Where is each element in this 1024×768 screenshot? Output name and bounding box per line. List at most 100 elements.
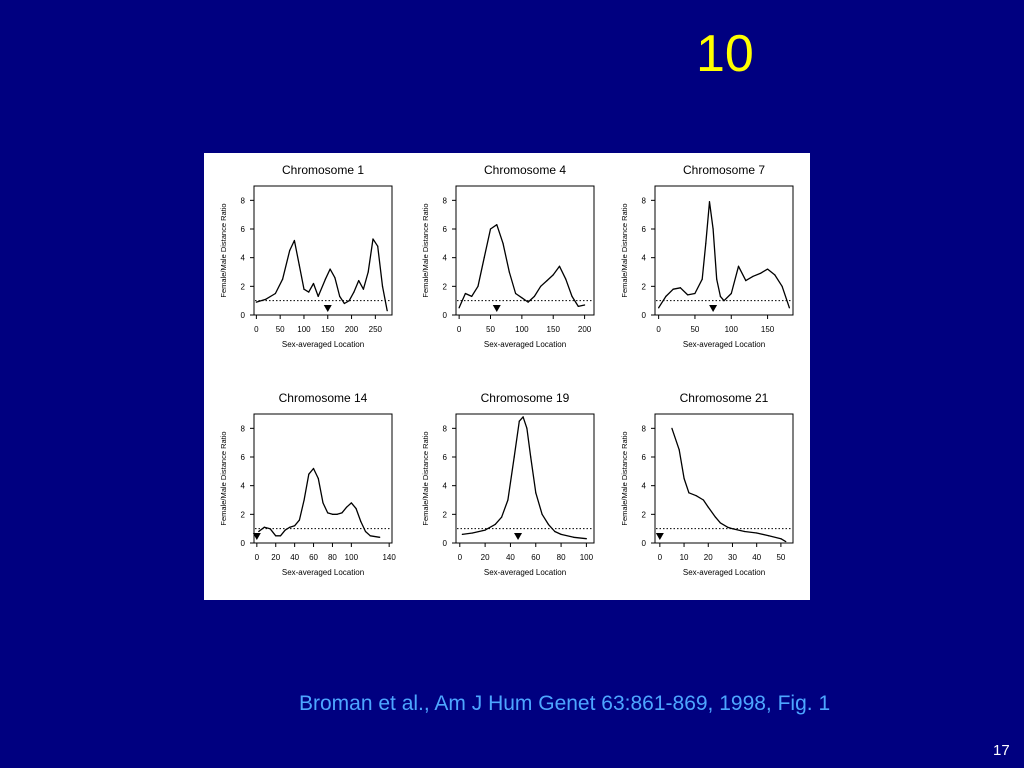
data-point [312, 282, 315, 285]
data-point [701, 278, 703, 280]
y-tick-label: 0 [241, 539, 246, 548]
data-point [329, 268, 331, 270]
plot-frame [654, 413, 794, 544]
centromere-marker [252, 533, 261, 540]
chart-panel-3: Chromosome 7 0 2 4 6 8 0 50 100 150 Sex-averaged L… [620, 163, 794, 349]
data-point [339, 295, 341, 297]
data-point [708, 201, 711, 203]
y-axis-label: Female/Male Distance Ratio [421, 431, 430, 525]
data-curve [658, 201, 791, 309]
data-point [461, 533, 463, 535]
data-point [507, 499, 509, 501]
y-tick-label: 0 [241, 311, 246, 320]
data-point [317, 477, 319, 480]
x-tick-label: 100 [515, 325, 529, 334]
data-point [540, 285, 542, 287]
data-point [360, 520, 362, 523]
data-point [324, 278, 326, 280]
data-point [471, 532, 474, 534]
data-point [346, 506, 348, 508]
x-tick-label: 50 [276, 325, 285, 334]
plot-frame [253, 413, 393, 544]
x-tick-label: 150 [321, 325, 335, 334]
data-point [484, 529, 486, 531]
data-point [308, 473, 310, 475]
data-point [364, 530, 367, 533]
x-tick-label: 100 [345, 553, 359, 562]
y-tick-label: 0 [642, 311, 647, 320]
data-point [284, 529, 286, 531]
plot-frame [455, 185, 595, 316]
y-tick-label: 6 [241, 225, 246, 234]
data-point [343, 302, 346, 305]
y-tick-label: 4 [241, 482, 246, 491]
y-axis-label: Female/Male Distance Ratio [620, 203, 629, 297]
y-tick-label: 6 [642, 225, 647, 234]
data-point [263, 526, 265, 528]
data-point [294, 525, 296, 527]
data-point [372, 238, 374, 240]
centromere-marker [514, 533, 523, 540]
x-tick-label: 100 [580, 553, 594, 562]
chart-panel-1: Chromosome 1 0 2 4 6 8 0 50 100 150 200 250 Sex-aver… [219, 163, 393, 349]
x-tick-label: 0 [656, 325, 661, 334]
chromosome-figure: Chromosome 1 0 2 4 6 8 0 50 100 150 200 250 Sex-aver… [204, 153, 810, 600]
y-tick-label: 4 [642, 254, 647, 263]
data-point [508, 271, 510, 273]
data-point [577, 305, 579, 307]
chart-title: Chromosome 19 [481, 391, 570, 405]
data-point [367, 271, 369, 273]
data-point [355, 508, 357, 510]
data-point [358, 280, 360, 282]
x-tick-label: 0 [254, 325, 259, 334]
x-tick-label: 50 [690, 325, 699, 334]
x-axis-label: Sex-averaged Location [484, 340, 566, 349]
data-point [298, 264, 300, 266]
data-point [521, 297, 523, 299]
plot-frame [253, 185, 393, 316]
data-point [275, 535, 277, 537]
data-point [281, 278, 284, 280]
x-tick-label: 200 [345, 325, 359, 334]
y-tick-label: 8 [642, 196, 647, 205]
data-curve [256, 238, 388, 311]
x-axis-label: Sex-averaged Location [683, 340, 765, 349]
data-point [348, 300, 350, 302]
data-point [303, 288, 305, 290]
data-point [716, 278, 718, 280]
chart-title: Chromosome 21 [680, 391, 769, 405]
x-tick-label: 0 [658, 553, 663, 562]
data-point [381, 285, 384, 287]
data-point [583, 304, 586, 306]
x-tick-label: 50 [776, 553, 785, 562]
data-point [336, 513, 338, 515]
data-point [350, 502, 352, 504]
x-tick-label: 30 [728, 553, 737, 562]
y-tick-label: 2 [642, 510, 647, 519]
y-tick-label: 0 [443, 311, 448, 320]
data-point [303, 499, 305, 501]
data-point [694, 292, 696, 295]
data-point [386, 310, 388, 312]
y-tick-label: 0 [642, 539, 647, 548]
chart-title: Chromosome 14 [279, 391, 368, 405]
data-point [312, 467, 315, 470]
chart-title: Chromosome 4 [484, 163, 566, 177]
x-tick-label: 10 [680, 553, 689, 562]
x-axis-label: Sex-averaged Location [282, 568, 364, 577]
data-point [513, 456, 515, 458]
data-point [308, 291, 310, 293]
data-point [712, 228, 714, 230]
data-point [552, 274, 554, 276]
x-tick-label: 100 [297, 325, 311, 334]
page-number: 17 [993, 742, 1010, 759]
data-curve [258, 467, 380, 538]
data-point [483, 257, 485, 259]
y-tick-label: 8 [241, 196, 246, 205]
x-tick-label: 0 [457, 325, 462, 334]
data-point [362, 288, 365, 290]
x-tick-label: 60 [531, 553, 540, 562]
x-tick-label: 20 [481, 553, 490, 562]
